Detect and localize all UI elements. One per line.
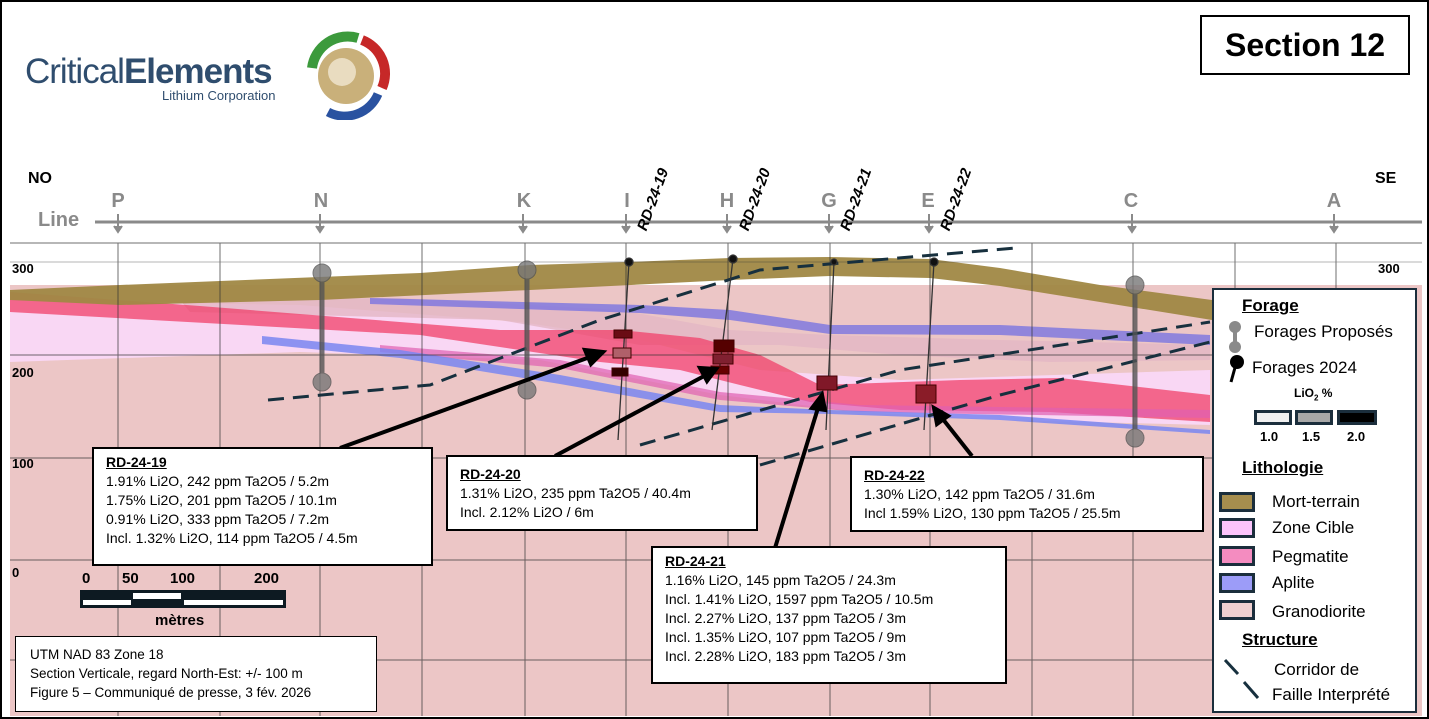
proposed-hole-icon — [1229, 321, 1241, 353]
line-letter-h: H — [719, 190, 735, 212]
proposed-holes — [312, 260, 1145, 448]
callout-rd-24-20: RD-24-20 1.31% Li2O, 235 ppm Ta2O5 / 40.4… — [446, 455, 758, 531]
legend-grade-title: LiO2 % — [1294, 386, 1333, 403]
figure-note: UTM NAD 83 Zone 18 Section Verticale, reg… — [15, 636, 377, 712]
scale-tick-50: 50 — [122, 570, 139, 587]
line-letter-g: G — [821, 190, 837, 212]
elevation-200: 200 — [12, 365, 34, 380]
scale-tick-100: 100 — [170, 570, 196, 587]
legend-zone-cible: Zone Cible — [1272, 518, 1355, 537]
scale-tick-200: 200 — [254, 570, 280, 587]
legend-drilled: Forages 2024 — [1252, 358, 1357, 377]
grade-swatch-3 — [1337, 410, 1377, 425]
legend: Forage Forages Proposés Forages 2024 LiO… — [1212, 288, 1417, 713]
callout-rd-24-21: RD-24-21 1.16% Li2O, 145 ppm Ta2O5 / 24.3… — [651, 546, 1007, 684]
callout-arrows — [339, 347, 974, 549]
line-letter-e: E — [921, 190, 935, 212]
swatch-zone-cible — [1219, 518, 1255, 538]
grade-intercepts — [611, 329, 937, 404]
logo-globe-icon — [307, 31, 391, 120]
line-letter-c: C — [1123, 190, 1139, 212]
scale-unit: mètres — [155, 612, 205, 629]
legend-granodiorite: Granodiorite — [1272, 602, 1366, 621]
line-letter-k: K — [516, 190, 532, 212]
grade-label-1: 1.0 — [1260, 429, 1279, 444]
line-letter-p: P — [111, 190, 125, 212]
swatch-pegmatite — [1219, 546, 1255, 566]
fault-line-icon — [1223, 658, 1260, 699]
line-letter-n: N — [313, 190, 329, 212]
legend-lithology-title: Lithologie — [1242, 458, 1324, 477]
line-axis-label: Line — [38, 209, 80, 231]
elevation-0: 0 — [12, 565, 20, 580]
scale-tick-0: 0 — [82, 570, 91, 587]
line-letter-i: I — [624, 190, 630, 212]
callout-rd-24-19: RD-24-19 1.91% Li2O, 242 ppm Ta2O5 / 5.2m… — [92, 447, 433, 566]
grade-label-3: 2.0 — [1347, 429, 1366, 444]
swatch-aplite — [1219, 573, 1255, 593]
grade-swatch-2 — [1295, 410, 1333, 425]
legend-forage-title: Forage — [1242, 296, 1299, 315]
logo-subtitle: Lithium Corporation — [162, 88, 276, 103]
grade-swatch-1 — [1254, 410, 1292, 425]
elevation-300: 300 — [12, 261, 34, 276]
legend-structure-line2: Faille Interprété — [1272, 685, 1391, 704]
granodiorite-upper-area — [180, 298, 1210, 362]
scale-bar — [80, 590, 286, 608]
pegmatite-thin-area — [380, 345, 1210, 418]
direction-right: SE — [1375, 170, 1397, 187]
direction-left: NO — [28, 170, 52, 187]
pegmatite-area — [10, 292, 1210, 422]
elevation-100: 100 — [12, 456, 34, 471]
aplite-lower-area — [262, 336, 1210, 434]
elevation-300-right: 300 — [1378, 261, 1400, 276]
fault-corridor-lines — [267, 246, 1211, 467]
logo-name: CriticalElements — [25, 52, 273, 91]
line-markers — [113, 214, 1339, 234]
line-letter-a: A — [1326, 190, 1342, 212]
aplite-upper-area — [370, 298, 1210, 345]
drilled-hole-icon — [1229, 355, 1244, 383]
legend-aplite: Aplite — [1272, 573, 1315, 592]
section-title: Section 12 — [1200, 15, 1410, 75]
legend-mort-terrain: Mort-terrain — [1272, 492, 1360, 511]
swatch-mort-terrain — [1219, 492, 1255, 512]
legend-proposed: Forages Proposés — [1254, 322, 1393, 341]
mort-terrain-area — [10, 257, 1212, 320]
grade-label-2: 1.5 — [1302, 429, 1321, 444]
legend-pegmatite: Pegmatite — [1272, 547, 1349, 566]
legend-structure-title: Structure — [1242, 630, 1318, 649]
legend-structure-line1: Corridor de — [1274, 660, 1360, 679]
swatch-granodiorite — [1219, 600, 1255, 620]
callout-rd-24-22: RD-24-22 1.30% Li2O, 142 ppm Ta2O5 / 31.6… — [850, 456, 1204, 532]
